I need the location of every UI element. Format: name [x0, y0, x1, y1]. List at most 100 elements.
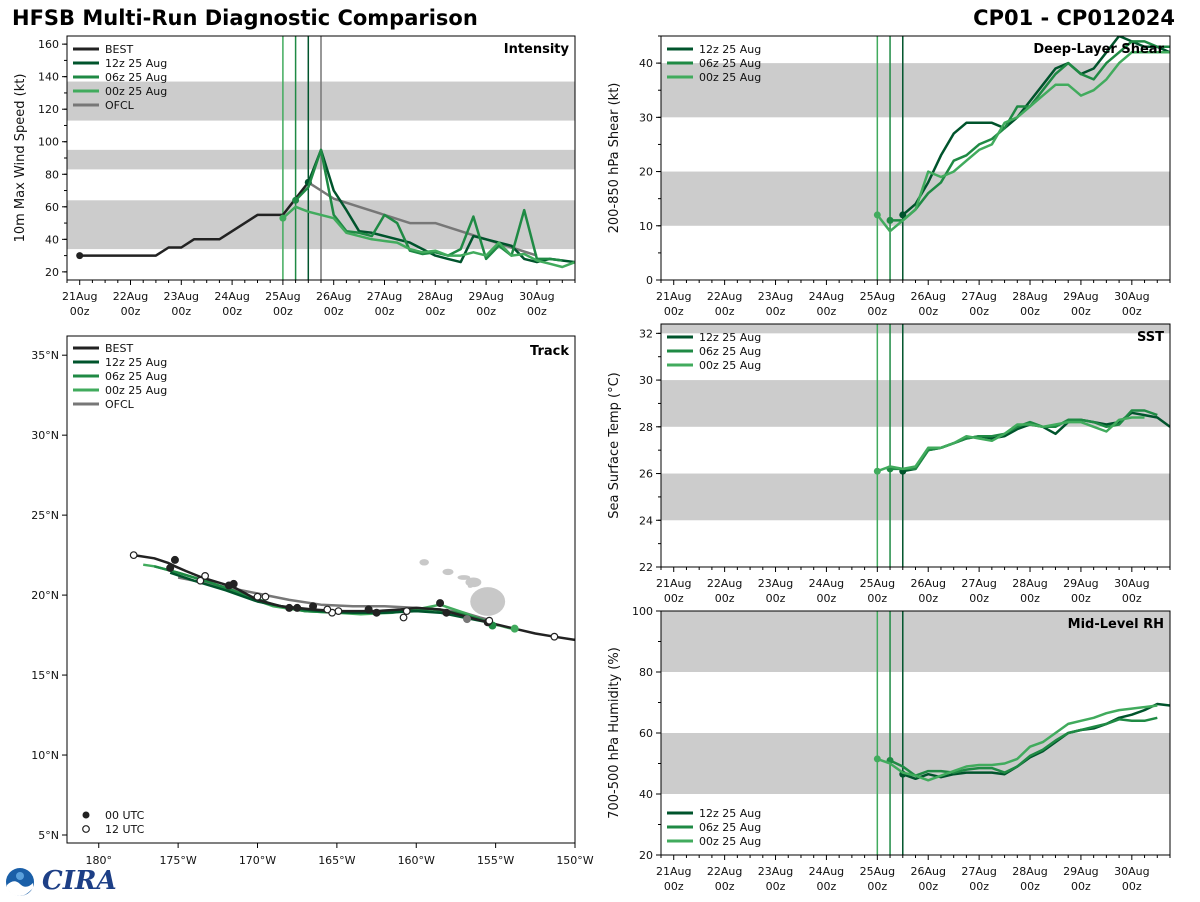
y-tick-label: 160: [38, 38, 59, 51]
x-tick-date: 24Aug: [809, 865, 844, 878]
x-tick-label: 27Aug 00z: [961, 865, 996, 893]
marker-12utc: [129, 551, 138, 560]
x-tick-label: 25Aug 00z: [860, 577, 895, 605]
x-tick-date: 22Aug: [707, 577, 742, 590]
legend-label-00utc: 00 UTC: [105, 809, 145, 822]
y-tick-label: 80: [639, 666, 653, 679]
y-tick-label: 140: [38, 71, 59, 84]
panel-title: Deep-Layer Shear: [1033, 42, 1164, 57]
y-tick-label: 80: [45, 168, 59, 181]
x-tick-hour: 00z: [70, 305, 90, 318]
x-tick-label: 27Aug 00z: [961, 290, 996, 318]
x-tick-label: 21Aug 00z: [62, 290, 97, 318]
x-tick-hour: 00z: [1122, 592, 1142, 605]
x-tick-label: 21Aug 00z: [656, 865, 691, 893]
y-tick-label: 60: [639, 727, 653, 740]
marker-00utc: [309, 602, 318, 611]
x-tick-hour: 00z: [664, 305, 684, 318]
x-tick-label: 27Aug 00z: [367, 290, 402, 318]
x-tick-hour: 00z: [817, 305, 837, 318]
x-tick-hour: 00z: [969, 305, 989, 318]
intensity-panel: 21Aug 00z 22Aug 00z 23Aug 00z 24Aug 00z 25Aug 00z…: [13, 35, 576, 318]
track-line-00z-25-aug: [143, 563, 512, 630]
panel-title: Mid-Level RH: [1068, 617, 1164, 632]
x-tick-hour: 00z: [1071, 305, 1091, 318]
threshold-band: [661, 733, 1170, 794]
x-tick-label: 25Aug 00z: [265, 290, 300, 318]
x-tick-hour: 00z: [375, 305, 395, 318]
x-tick-hour: 00z: [1020, 880, 1040, 893]
x-tick-label: 150°W: [556, 854, 593, 867]
x-tick-hour: 00z: [766, 592, 786, 605]
x-tick-date: 30Aug: [519, 290, 554, 303]
series-start-marker-00z-25-aug: [279, 214, 287, 222]
series-line-06z-25-aug: [294, 148, 563, 262]
x-tick-date: 29Aug: [1063, 865, 1098, 878]
series-line-12z-25-aug: [902, 702, 1170, 781]
figure-title: HFSB Multi-Run Diagnostic Comparison: [12, 6, 478, 30]
y-axis-label: Sea Surface Temp (°C): [607, 372, 622, 519]
x-tick-label: 22Aug 00z: [707, 290, 742, 318]
x-tick-hour: 00z: [273, 305, 293, 318]
y-tick-label: 100: [38, 136, 59, 149]
x-tick-label: 29Aug 00z: [1063, 577, 1098, 605]
y-tick-label: 40: [45, 233, 59, 246]
legend-label-12utc: 12 UTC: [105, 823, 145, 836]
y-tick-label: 100: [632, 605, 653, 618]
x-tick-date: 27Aug: [961, 865, 996, 878]
x-tick-date: 23Aug: [758, 865, 793, 878]
legend-label-00z-25-aug: 00z 25 Aug: [105, 85, 167, 98]
x-tick-label: 23Aug 00z: [758, 865, 793, 893]
legend-label-ofcl: OFCL: [105, 99, 135, 112]
marker-12utc: [399, 613, 408, 622]
x-tick-date: 25Aug: [860, 865, 895, 878]
x-tick-date: 28Aug: [418, 290, 453, 303]
series-line-00z-25-aug: [876, 704, 1158, 782]
y-tick-label: 20°N: [31, 589, 59, 602]
island-landmass: [470, 587, 506, 616]
plot-area: [661, 611, 1170, 855]
x-tick-label: 24Aug 00z: [214, 290, 249, 318]
x-tick-hour: 00z: [766, 880, 786, 893]
y-tick-label: 10: [639, 220, 653, 233]
x-tick-label: 29Aug 00z: [1063, 865, 1098, 893]
x-tick-date: 30Aug: [1114, 577, 1149, 590]
x-tick-label: 165°W: [318, 854, 355, 867]
x-tick-date: 24Aug: [809, 577, 844, 590]
y-tick-label: 32: [639, 327, 653, 340]
series-line-12z-25-aug: [901, 36, 1170, 216]
y-tick-label: 22: [639, 561, 653, 574]
legend-label-00z-25-aug: 00z 25 Aug: [699, 835, 761, 848]
x-tick-date: 21Aug: [656, 290, 691, 303]
series-line-00z-25-aug: [282, 205, 575, 269]
x-tick-hour: 00z: [1020, 592, 1040, 605]
legend-label-12z-25-aug: 12z 25 Aug: [699, 43, 761, 56]
x-tick-date: 23Aug: [758, 290, 793, 303]
x-tick-hour: 00z: [969, 592, 989, 605]
marker-12utc: [201, 572, 210, 580]
x-tick-date: 23Aug: [164, 290, 199, 303]
series-start-marker-best: [76, 252, 84, 260]
noaa-cira-logo: CIRA: [4, 866, 117, 898]
x-tick-label: 23Aug 00z: [164, 290, 199, 318]
x-tick-label: 28Aug 00z: [1012, 865, 1047, 893]
y-tick-label: 120: [38, 103, 59, 116]
x-tick-hour: 00z: [1071, 880, 1091, 893]
y-axis-label: 10m Max Wind Speed (kt): [13, 74, 28, 243]
x-tick-date: 21Aug: [62, 290, 97, 303]
x-tick-hour: 00z: [664, 592, 684, 605]
y-tick-label: 30: [639, 374, 653, 387]
series-line-best: [79, 181, 310, 257]
y-tick-label: 20: [639, 849, 653, 862]
x-tick-date: 21Aug: [656, 865, 691, 878]
x-tick-label: 155°W: [477, 854, 514, 867]
x-tick-hour: 00z: [867, 305, 887, 318]
x-tick-label: 30Aug 00z: [1114, 577, 1149, 605]
x-tick-label: 23Aug 00z: [758, 290, 793, 318]
x-tick-label: 22Aug 00z: [707, 865, 742, 893]
island-landmass: [457, 575, 471, 580]
y-tick-label: 15°N: [31, 669, 59, 682]
legend-label-12z-25-aug: 12z 25 Aug: [105, 57, 167, 70]
x-tick-date: 26Aug: [910, 865, 945, 878]
legend-label-12z-25-aug: 12z 25 Aug: [699, 331, 761, 344]
